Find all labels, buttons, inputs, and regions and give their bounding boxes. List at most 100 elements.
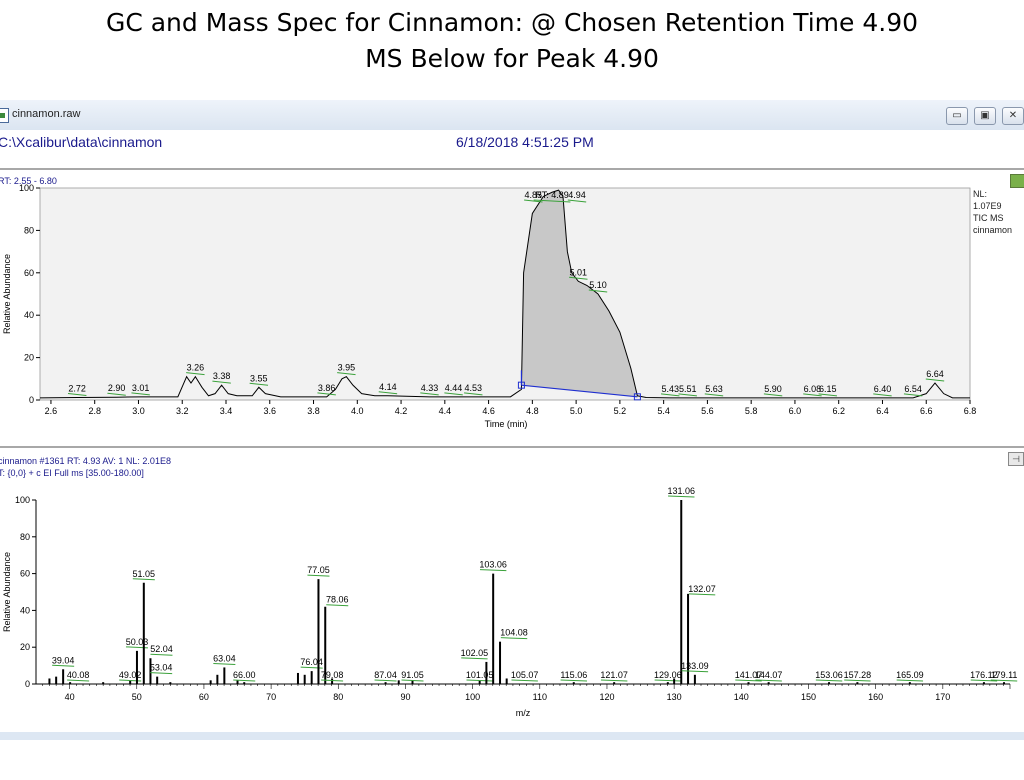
- peak-label: 153.06: [815, 670, 843, 680]
- x-tick-label: 60: [199, 692, 209, 702]
- peak-label: 115.06: [560, 670, 587, 680]
- y-tick-label: 60: [20, 569, 30, 579]
- x-axis-label: m/z: [516, 708, 531, 718]
- peak-label-underline: [132, 578, 155, 581]
- peak-label: 144.07: [755, 670, 783, 680]
- peak-label-underline: [479, 569, 507, 572]
- peak-label: 176.12: [970, 670, 998, 680]
- peak-label: 40.08: [67, 670, 90, 680]
- peak-label: 5.43: [661, 384, 679, 394]
- pin-icon[interactable]: [1010, 174, 1024, 188]
- peak-label-underline: [213, 662, 236, 665]
- peak-label: 2.90: [108, 383, 126, 393]
- window-title: cinnamon.raw: [12, 108, 81, 120]
- peak-label-underline: [420, 392, 439, 396]
- peak-label-underline: [378, 391, 398, 395]
- peak-label-underline: [533, 199, 571, 203]
- x-tick-label: 3.4: [220, 406, 233, 416]
- peak-label: 53.04: [150, 663, 173, 673]
- maximize-icon: ▣: [980, 110, 990, 121]
- chromatogram-side-label: 1.07E9: [973, 201, 1002, 211]
- maximize-button[interactable]: ▣: [974, 107, 996, 125]
- chromatogram-chart: RT: 2.55 - 6.80 NL: 1.07E9 TIC MS cinnamon 2.…: [0, 176, 1012, 429]
- peak-label-underline: [654, 679, 682, 682]
- x-tick-label: 6.2: [832, 406, 845, 416]
- peak-label-underline: [150, 653, 173, 656]
- peak-label-underline: [567, 199, 587, 203]
- peak-label: 76.04: [300, 657, 323, 667]
- x-tick-label: 6.0: [789, 406, 802, 416]
- peak-label-underline: [317, 392, 336, 396]
- chromatogram-panel[interactable]: RT: 2.55 - 6.80 NL: 1.07E9 TIC MS cinnamon 2.…: [0, 170, 1024, 448]
- peak-label: 4.44: [445, 383, 463, 393]
- close-icon: ✕: [1008, 110, 1018, 121]
- y-tick-label: 100: [15, 495, 30, 505]
- x-tick-label: 4.4: [439, 406, 452, 416]
- peak-label-underline: [803, 393, 822, 397]
- window-titlebar: cinnamon.raw ▭ ▣ ✕: [0, 100, 1024, 131]
- peak-label: 51.05: [133, 569, 156, 579]
- peak-label: 157.28: [844, 670, 872, 680]
- peak-label: 101.05: [466, 670, 494, 680]
- peak-label-underline: [67, 679, 90, 682]
- y-axis-label: Relative Abundance: [2, 254, 12, 334]
- x-tick-label: 3.8: [307, 406, 320, 416]
- peak-label: 4.53: [465, 383, 483, 393]
- minimize-icon: ▭: [952, 110, 962, 121]
- peak-label: 131.06: [667, 486, 695, 496]
- peak-label: 5.90: [764, 384, 782, 394]
- y-tick-label: 0: [29, 395, 34, 405]
- x-tick-label: 6.6: [920, 406, 933, 416]
- peak-label-underline: [903, 393, 923, 397]
- x-tick-label: 5.6: [701, 406, 714, 416]
- spectrum-pin-icon[interactable]: ⊣: [1008, 452, 1024, 466]
- peak-label: 3.95: [338, 363, 356, 373]
- peak-label: 77.05: [307, 565, 330, 575]
- close-button[interactable]: ✕: [1002, 107, 1024, 125]
- peak-label-underline: [107, 392, 126, 396]
- x-tick-label: 40: [65, 692, 75, 702]
- peak-label-underline: [464, 392, 483, 396]
- peak-label: 79.08: [321, 670, 344, 680]
- peak-label: 39.04: [52, 655, 75, 665]
- minimize-button[interactable]: ▭: [946, 107, 968, 125]
- x-tick-label: 5.2: [614, 406, 627, 416]
- peak-label: 91.05: [401, 670, 424, 680]
- x-tick-label: 140: [734, 692, 749, 702]
- peak-label: 6.08: [804, 384, 822, 394]
- x-tick-label: 4.2: [395, 406, 408, 416]
- peak-label-underline: [186, 372, 205, 376]
- slide-title-2: MS Below for Peak 4.90: [365, 44, 659, 73]
- peak-label-underline: [444, 392, 463, 396]
- peak-label-underline: [401, 679, 424, 682]
- peak-label: 4.33: [421, 383, 439, 393]
- peak-label: 3.38: [213, 371, 231, 381]
- acquisition-datetime: 6/18/2018 4:51:25 PM: [456, 134, 594, 150]
- peak-label-underline: [873, 393, 892, 397]
- peak-label: 179.11: [991, 670, 1018, 680]
- peak-label-underline: [668, 495, 695, 498]
- peak-label: 102.05: [461, 648, 489, 658]
- x-tick-label: 4.8: [526, 406, 539, 416]
- mass-spectrum-panel[interactable]: ⊣ cinnamon #1361 RT: 4.93 AV: 1 NL: 2.01…: [0, 448, 1024, 732]
- y-tick-label: 20: [24, 353, 34, 363]
- peak-label: 6.54: [904, 384, 922, 394]
- x-tick-label: 4.0: [351, 406, 364, 416]
- peak-label-underline: [925, 378, 945, 382]
- peak-label-underline: [600, 679, 628, 682]
- peak-label-underline: [307, 574, 330, 577]
- peak-label: 105.07: [511, 670, 539, 680]
- x-tick-label: 120: [599, 692, 614, 702]
- y-tick-label: 40: [24, 310, 34, 320]
- peak-label-underline: [569, 276, 588, 280]
- peak-label: 132.07: [688, 584, 716, 594]
- x-tick-label: 110: [533, 692, 547, 702]
- x-tick-label: 3.0: [132, 406, 145, 416]
- peak-label-underline: [150, 672, 173, 675]
- y-axis-label: Relative Abundance: [2, 552, 12, 632]
- peak-label-underline: [755, 679, 782, 682]
- integration-baseline: [521, 384, 638, 398]
- peak-label-underline: [337, 372, 356, 376]
- peak-label-underline: [970, 679, 998, 682]
- peak-label-underline: [52, 664, 75, 667]
